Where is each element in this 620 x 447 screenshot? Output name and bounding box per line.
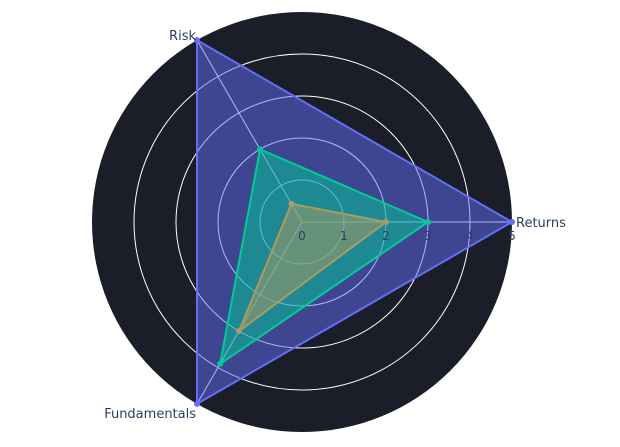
radial-tick-label: 1 (340, 229, 348, 243)
series-3-point-returns (383, 219, 389, 225)
series-3-area (238, 202, 387, 333)
radial-tick-label: 4 (466, 229, 474, 243)
axis-label-returns: Returns (516, 216, 566, 231)
series-1-point-returns (509, 219, 515, 225)
radial-tick-label: 2 (382, 229, 390, 243)
axis-labels: Returns Risk Fundamentals (104, 29, 566, 422)
radial-tick-label: 3 (424, 229, 432, 243)
series-3-point-risk (288, 200, 295, 207)
axis-label-risk: Risk (169, 29, 196, 44)
radial-tick-label: 0 (298, 229, 306, 243)
series-2-point-returns (425, 219, 431, 225)
series-1-point-risk (194, 37, 200, 44)
series-2-point-fundamentals (217, 360, 224, 367)
series-1-point-fundamentals (194, 400, 200, 407)
radial-tick-labels: 0 1 2 3 4 5 (298, 229, 516, 243)
radial-tick-label: 5 (508, 229, 516, 243)
axis-label-fundamentals: Fundamentals (104, 407, 196, 422)
series-2-point-risk (257, 146, 263, 153)
series-3-point-fundamentals (236, 328, 242, 335)
series-layer (194, 37, 515, 407)
